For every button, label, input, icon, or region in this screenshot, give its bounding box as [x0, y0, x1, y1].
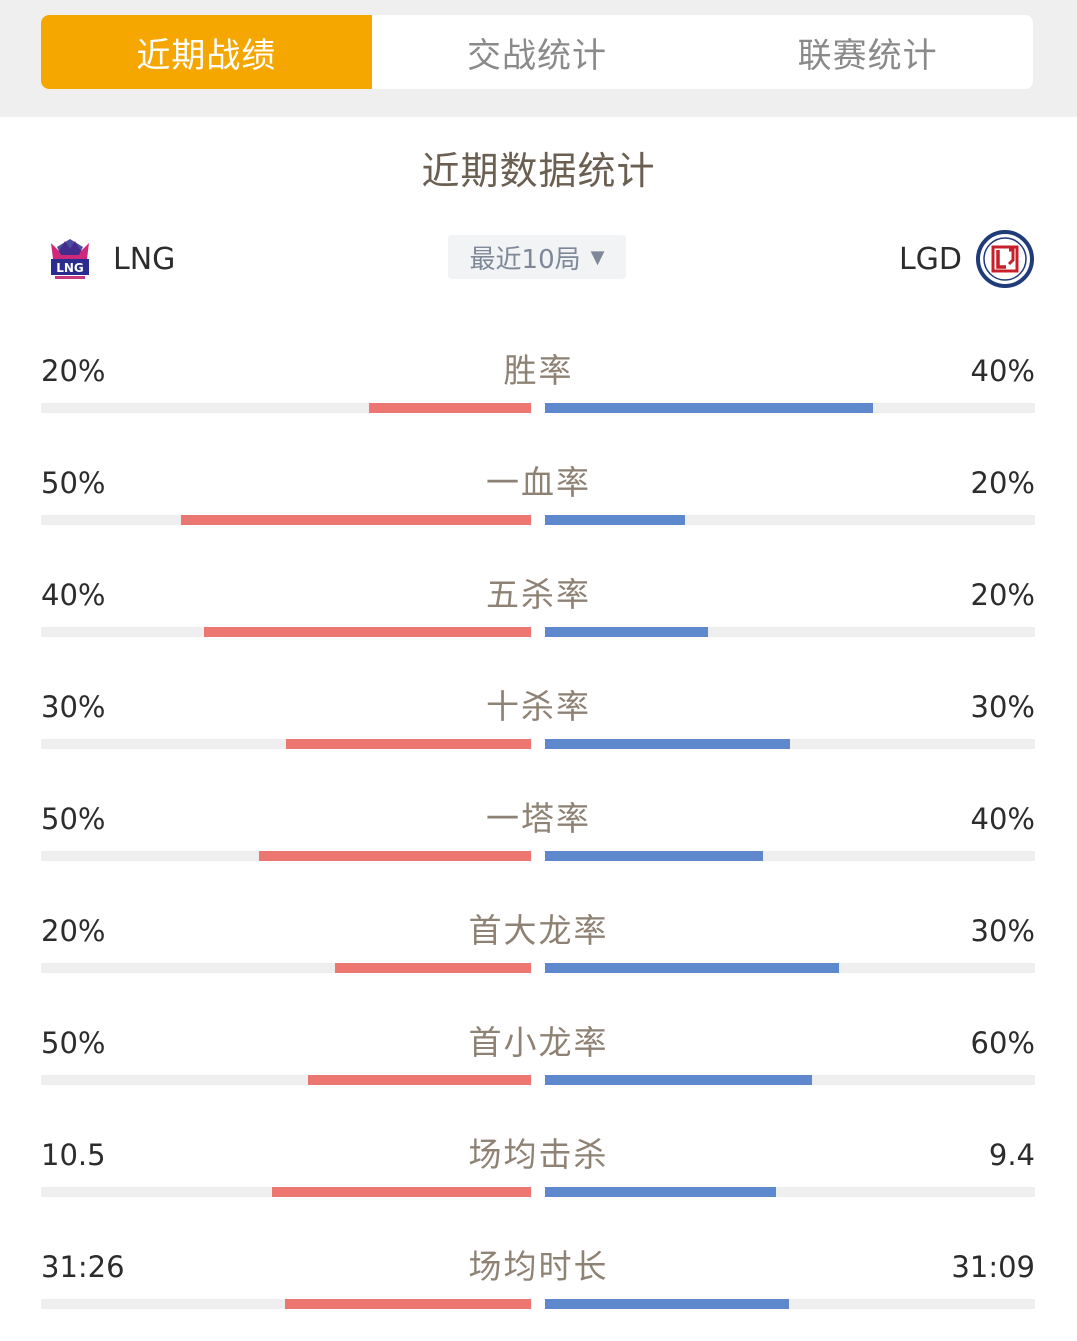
range-dropdown-label: 最近10局 — [469, 244, 581, 275]
left-bar-track — [41, 1299, 531, 1309]
stat-row: 20% 胜率 40% — [0, 333, 1077, 445]
stat-row: 10.5 场均击杀 9.4 — [0, 1117, 1077, 1229]
right-bar-fill — [545, 515, 686, 525]
right-bar-track — [545, 515, 1035, 525]
left-bar-track — [41, 1075, 531, 1085]
stat-right-value: 30% — [970, 690, 1035, 724]
stat-row: 20% 首大龙率 30% — [0, 893, 1077, 1005]
header-band: 近期战绩 交战统计 联赛统计 — [0, 0, 1077, 117]
stat-label: 胜率 — [503, 351, 574, 390]
stat-row: 50% 一塔率 40% — [0, 781, 1077, 893]
stat-left-value: 50% — [41, 802, 106, 836]
lgd-logo-icon — [976, 230, 1034, 288]
right-bar-track — [545, 851, 1035, 861]
left-bar-track — [41, 515, 531, 525]
stat-row: 40% 五杀率 20% — [0, 557, 1077, 669]
lng-logo-text: LNG — [56, 261, 84, 275]
stat-left-value: 50% — [41, 466, 106, 500]
stat-label: 十杀率 — [486, 687, 591, 726]
right-bar-track — [545, 1075, 1035, 1085]
lng-logo-icon: LNG — [51, 239, 89, 279]
left-bar-track — [41, 739, 531, 749]
tab-head-to-head[interactable]: 交战统计 — [467, 35, 607, 76]
stat-right-value: 60% — [970, 1026, 1035, 1060]
stat-left-value: 50% — [41, 1026, 106, 1060]
range-dropdown[interactable]: 最近10局 ▼ — [448, 235, 626, 279]
team-right-name: LGD — [898, 241, 962, 277]
right-bar-fill — [545, 1187, 777, 1197]
right-bar-fill — [545, 739, 790, 749]
stat-right-value: 20% — [970, 466, 1035, 500]
tab-bar: 近期战绩 交战统计 联赛统计 — [41, 15, 1033, 89]
right-bar-track — [545, 1299, 1035, 1309]
left-bar-track — [41, 627, 531, 637]
stat-row: 31:26 场均时长 31:09 — [0, 1229, 1077, 1341]
stat-right-value: 31:09 — [951, 1250, 1035, 1284]
right-bar-fill — [545, 1299, 790, 1309]
left-bar-fill — [272, 1187, 531, 1197]
team-left: LNG LNG — [45, 228, 175, 290]
stat-left-value: 31:26 — [41, 1250, 125, 1284]
right-bar-track — [545, 1187, 1035, 1197]
stat-right-value: 20% — [970, 578, 1035, 612]
stat-right-value: 40% — [970, 354, 1035, 388]
tab-recent-results[interactable]: 近期战绩 — [41, 15, 372, 89]
left-bar-track — [41, 851, 531, 861]
left-bar-fill — [181, 515, 531, 525]
right-bar-fill — [545, 627, 709, 637]
stat-left-value: 20% — [41, 354, 106, 388]
left-bar-fill — [335, 963, 531, 973]
right-bar-track — [545, 739, 1035, 749]
stat-right-value: 9.4 — [988, 1138, 1035, 1172]
left-bar-track — [41, 963, 531, 973]
right-bar-track — [545, 403, 1035, 413]
caret-down-icon: ▼ — [590, 246, 605, 268]
stat-label: 首小龙率 — [468, 1023, 609, 1062]
stat-row: 30% 十杀率 30% — [0, 669, 1077, 781]
left-bar-fill — [308, 1075, 531, 1085]
stat-label: 首大龙率 — [468, 911, 609, 950]
left-bar-fill — [204, 627, 531, 637]
stat-left-value: 10.5 — [41, 1138, 106, 1172]
right-bar-fill — [545, 403, 874, 413]
stat-left-value: 30% — [41, 690, 106, 724]
left-bar-fill — [285, 1299, 531, 1309]
section-title: 近期数据统计 — [421, 149, 656, 193]
right-bar-track — [545, 627, 1035, 637]
stat-label: 五杀率 — [486, 575, 591, 614]
stat-row: 50% 首小龙率 60% — [0, 1005, 1077, 1117]
right-bar-fill — [545, 1075, 813, 1085]
left-bar-fill — [369, 403, 531, 413]
team-right: LGD — [899, 228, 1034, 290]
right-bar-fill — [545, 963, 839, 973]
team-left-name: LNG — [113, 241, 176, 277]
stat-label: 一血率 — [486, 463, 591, 502]
left-bar-fill — [286, 739, 531, 749]
right-bar-fill — [545, 851, 763, 861]
stat-label: 场均击杀 — [468, 1135, 609, 1174]
left-bar-track — [41, 1187, 531, 1197]
stat-left-value: 20% — [41, 914, 106, 948]
stat-label: 一塔率 — [486, 799, 591, 838]
stat-right-value: 40% — [970, 802, 1035, 836]
left-bar-track — [41, 403, 531, 413]
stat-right-value: 30% — [970, 914, 1035, 948]
tab-league-stats[interactable]: 联赛统计 — [797, 35, 938, 76]
stat-label: 场均时长 — [468, 1247, 609, 1286]
stat-row: 50% 一血率 20% — [0, 445, 1077, 557]
left-bar-fill — [258, 851, 531, 861]
stat-left-value: 40% — [41, 578, 106, 612]
right-bar-track — [545, 963, 1035, 973]
